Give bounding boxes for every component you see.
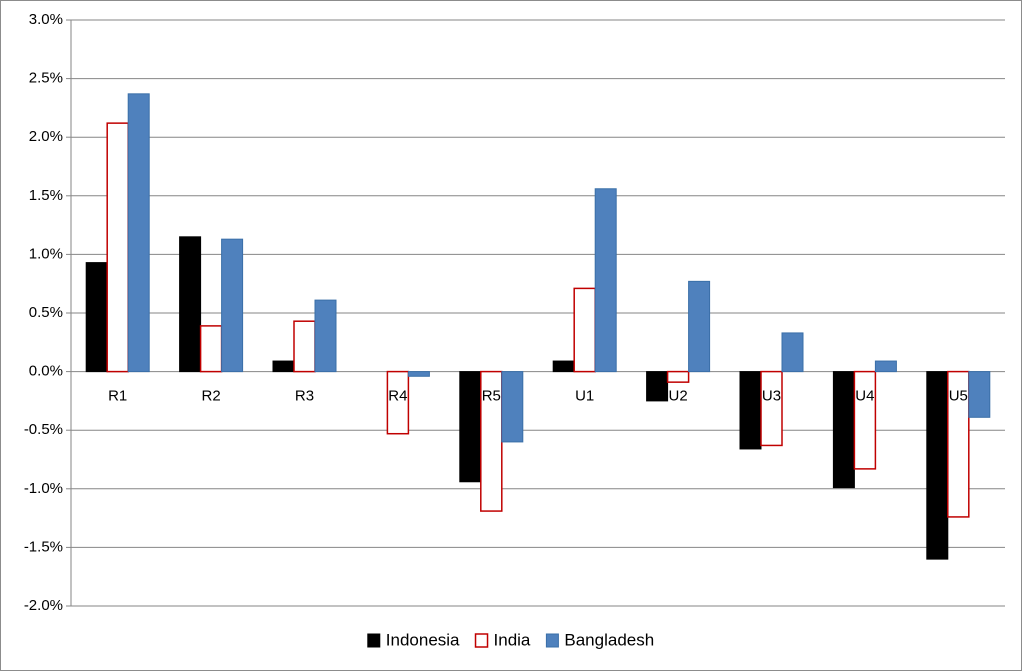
- bar: [739, 371, 762, 450]
- bar: [106, 122, 129, 373]
- legend-swatch: [367, 633, 381, 648]
- x-tick-label: R5: [482, 388, 501, 405]
- legend-label: Indonesia: [386, 630, 460, 649]
- bar: [853, 370, 877, 470]
- bar: [874, 360, 897, 373]
- bar: [407, 371, 430, 377]
- bar: [199, 325, 223, 373]
- x-tick-label: U5: [949, 388, 968, 405]
- x-tick-label: R2: [202, 388, 221, 405]
- y-tick-label: -1.5%: [24, 538, 63, 555]
- bar: [968, 371, 991, 418]
- bar: [552, 360, 575, 373]
- bar: [179, 236, 202, 373]
- bar: [947, 370, 970, 518]
- bar: [501, 371, 524, 443]
- y-tick-label: 2.5%: [29, 70, 63, 87]
- x-tick-label: R4: [388, 388, 407, 405]
- bar: [832, 371, 855, 489]
- bar: [386, 370, 410, 435]
- bar: [666, 370, 690, 383]
- y-tick-label: 0.0%: [29, 363, 63, 380]
- bar: [314, 299, 337, 373]
- x-tick-label: R1: [108, 388, 127, 405]
- y-tick-label: 3.0%: [29, 11, 63, 28]
- bar: [688, 280, 711, 373]
- legend-label: India: [494, 630, 531, 649]
- legend-swatch: [474, 633, 489, 648]
- y-tick-label: 2.0%: [29, 128, 63, 145]
- x-tick-label: R3: [295, 388, 314, 405]
- y-tick-label: -0.5%: [24, 421, 63, 438]
- bar: [221, 238, 244, 373]
- bar: [594, 188, 617, 373]
- legend-label: Bangladesh: [564, 630, 654, 649]
- x-tick-label: U1: [575, 388, 594, 405]
- bar: [926, 371, 949, 560]
- bar: [127, 93, 150, 373]
- legend-swatch: [545, 633, 559, 648]
- bar: [760, 370, 783, 447]
- bar: [293, 320, 316, 373]
- y-tick-label: 1.0%: [29, 245, 63, 262]
- bar: [85, 262, 108, 373]
- y-tick-label: 0.5%: [29, 304, 63, 321]
- y-tick-label: -2.0%: [24, 597, 63, 614]
- bar: [573, 287, 596, 373]
- bar: [781, 332, 804, 373]
- bar: [272, 360, 295, 373]
- bar: [459, 371, 482, 483]
- bar: [646, 371, 669, 402]
- x-tick-label: U2: [669, 388, 688, 405]
- x-tick-label: U4: [855, 388, 874, 405]
- y-tick-label: -1.0%: [24, 480, 63, 497]
- y-tick-label: 1.5%: [29, 187, 63, 204]
- x-tick-label: U3: [762, 388, 781, 405]
